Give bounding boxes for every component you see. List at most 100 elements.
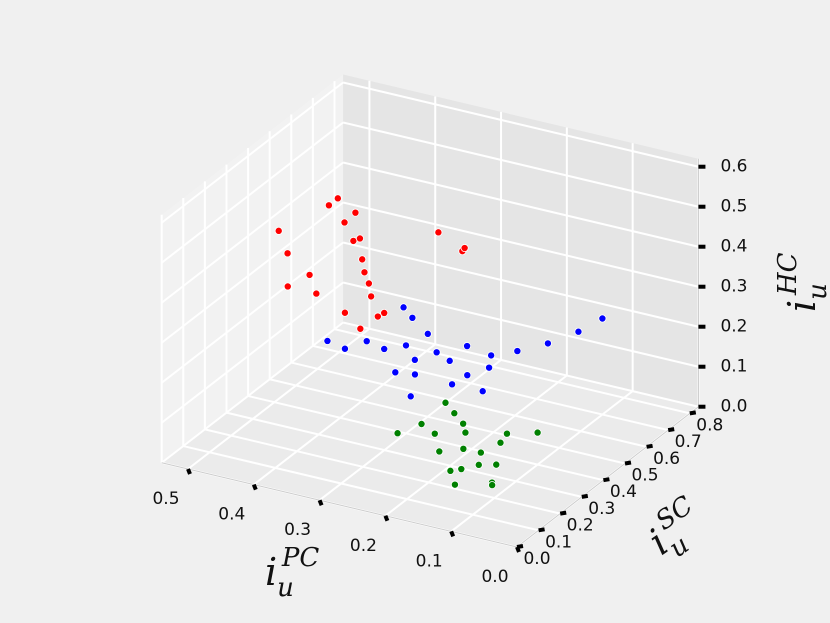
point xyxy=(324,201,333,210)
point xyxy=(362,337,371,346)
point xyxy=(274,226,283,235)
y-tick xyxy=(689,410,697,416)
x-tick-label: 0.3 xyxy=(284,520,311,540)
z-tick-label: 0.5 xyxy=(720,197,747,217)
point xyxy=(323,336,332,345)
point xyxy=(312,289,321,298)
y-tick xyxy=(581,493,589,499)
x-tick-label: 0.4 xyxy=(218,505,245,525)
y-tick xyxy=(538,527,545,533)
z-tick-label: 0.0 xyxy=(720,397,747,417)
z-tick-label: 0.6 xyxy=(720,157,747,177)
grid-line xyxy=(161,321,344,464)
point xyxy=(450,480,459,489)
point xyxy=(356,324,365,333)
y-tick xyxy=(516,544,524,549)
point xyxy=(417,419,426,428)
grid-line xyxy=(342,161,699,248)
x-tick-label: 0.1 xyxy=(416,551,443,571)
point xyxy=(463,371,472,380)
point xyxy=(360,268,369,277)
grid-line xyxy=(161,81,344,224)
point xyxy=(391,368,400,377)
point xyxy=(408,313,417,322)
point xyxy=(423,329,432,338)
point xyxy=(496,438,505,447)
grid-line xyxy=(291,361,647,448)
axis-title-sup: HC xyxy=(773,252,803,296)
point xyxy=(485,363,494,372)
y-tick-label: 0.1 xyxy=(545,532,572,552)
point xyxy=(457,465,466,474)
point xyxy=(340,308,349,317)
point xyxy=(487,351,496,360)
point xyxy=(367,292,376,301)
point xyxy=(430,429,439,438)
x-tick-label: 0.0 xyxy=(481,567,508,587)
grid-line xyxy=(161,161,344,304)
axis-title-sub: u xyxy=(803,283,830,300)
left-pane xyxy=(161,74,344,463)
point xyxy=(358,255,367,264)
y-tick-label: 0.7 xyxy=(675,432,702,452)
y-tick-label: 0.8 xyxy=(696,415,723,435)
point xyxy=(393,429,402,438)
x-axis-line xyxy=(161,462,518,548)
y-tick-label: 0.5 xyxy=(631,466,658,486)
point xyxy=(410,355,419,364)
point xyxy=(445,356,454,365)
y-tick-label: 0.6 xyxy=(653,449,680,469)
grid-line xyxy=(204,428,561,515)
grid-line xyxy=(269,378,626,465)
point xyxy=(364,279,373,288)
point xyxy=(476,448,485,457)
x-tick xyxy=(449,530,456,538)
point xyxy=(463,342,472,351)
x-tick-label: 0.2 xyxy=(350,536,377,556)
grid-line xyxy=(161,281,344,424)
z-tick-label: 0.4 xyxy=(720,237,747,257)
y-tick-label: 0.4 xyxy=(610,482,637,502)
grid-line xyxy=(342,281,699,368)
axis-title-sup: SC xyxy=(650,490,698,536)
grid-line xyxy=(312,344,669,432)
point xyxy=(340,344,349,353)
grid-line xyxy=(183,445,539,532)
point xyxy=(460,244,469,253)
point xyxy=(355,234,364,243)
axis-title-base: i xyxy=(265,550,277,594)
point xyxy=(533,428,542,437)
point xyxy=(459,444,468,453)
y-tick xyxy=(559,510,567,516)
point xyxy=(380,308,389,317)
grid-line xyxy=(334,328,691,415)
x-tick xyxy=(251,483,258,491)
point xyxy=(474,460,483,469)
point xyxy=(574,327,583,336)
grid-line xyxy=(342,121,699,208)
y-tick-label: 0.3 xyxy=(588,499,615,519)
grid-line xyxy=(342,241,699,328)
point xyxy=(349,236,358,245)
point xyxy=(401,341,410,350)
grid-line xyxy=(226,411,583,498)
point xyxy=(410,370,419,379)
axis-title-sup: PC xyxy=(281,543,319,573)
point xyxy=(543,339,552,348)
point xyxy=(488,481,497,490)
grid-line xyxy=(342,81,699,168)
point xyxy=(406,392,415,401)
grid-line xyxy=(342,321,699,408)
point xyxy=(380,344,389,353)
axis-title-base: i xyxy=(780,300,824,312)
point xyxy=(478,387,487,396)
z-tick-label: 0.1 xyxy=(720,357,747,377)
y-tick-label: 0.0 xyxy=(523,549,550,569)
z-tick-label: 0.3 xyxy=(720,277,747,297)
grid-line xyxy=(161,121,344,264)
y-tick xyxy=(646,443,653,449)
grid-line xyxy=(161,241,344,384)
point xyxy=(432,348,441,357)
x-tick xyxy=(317,499,324,506)
